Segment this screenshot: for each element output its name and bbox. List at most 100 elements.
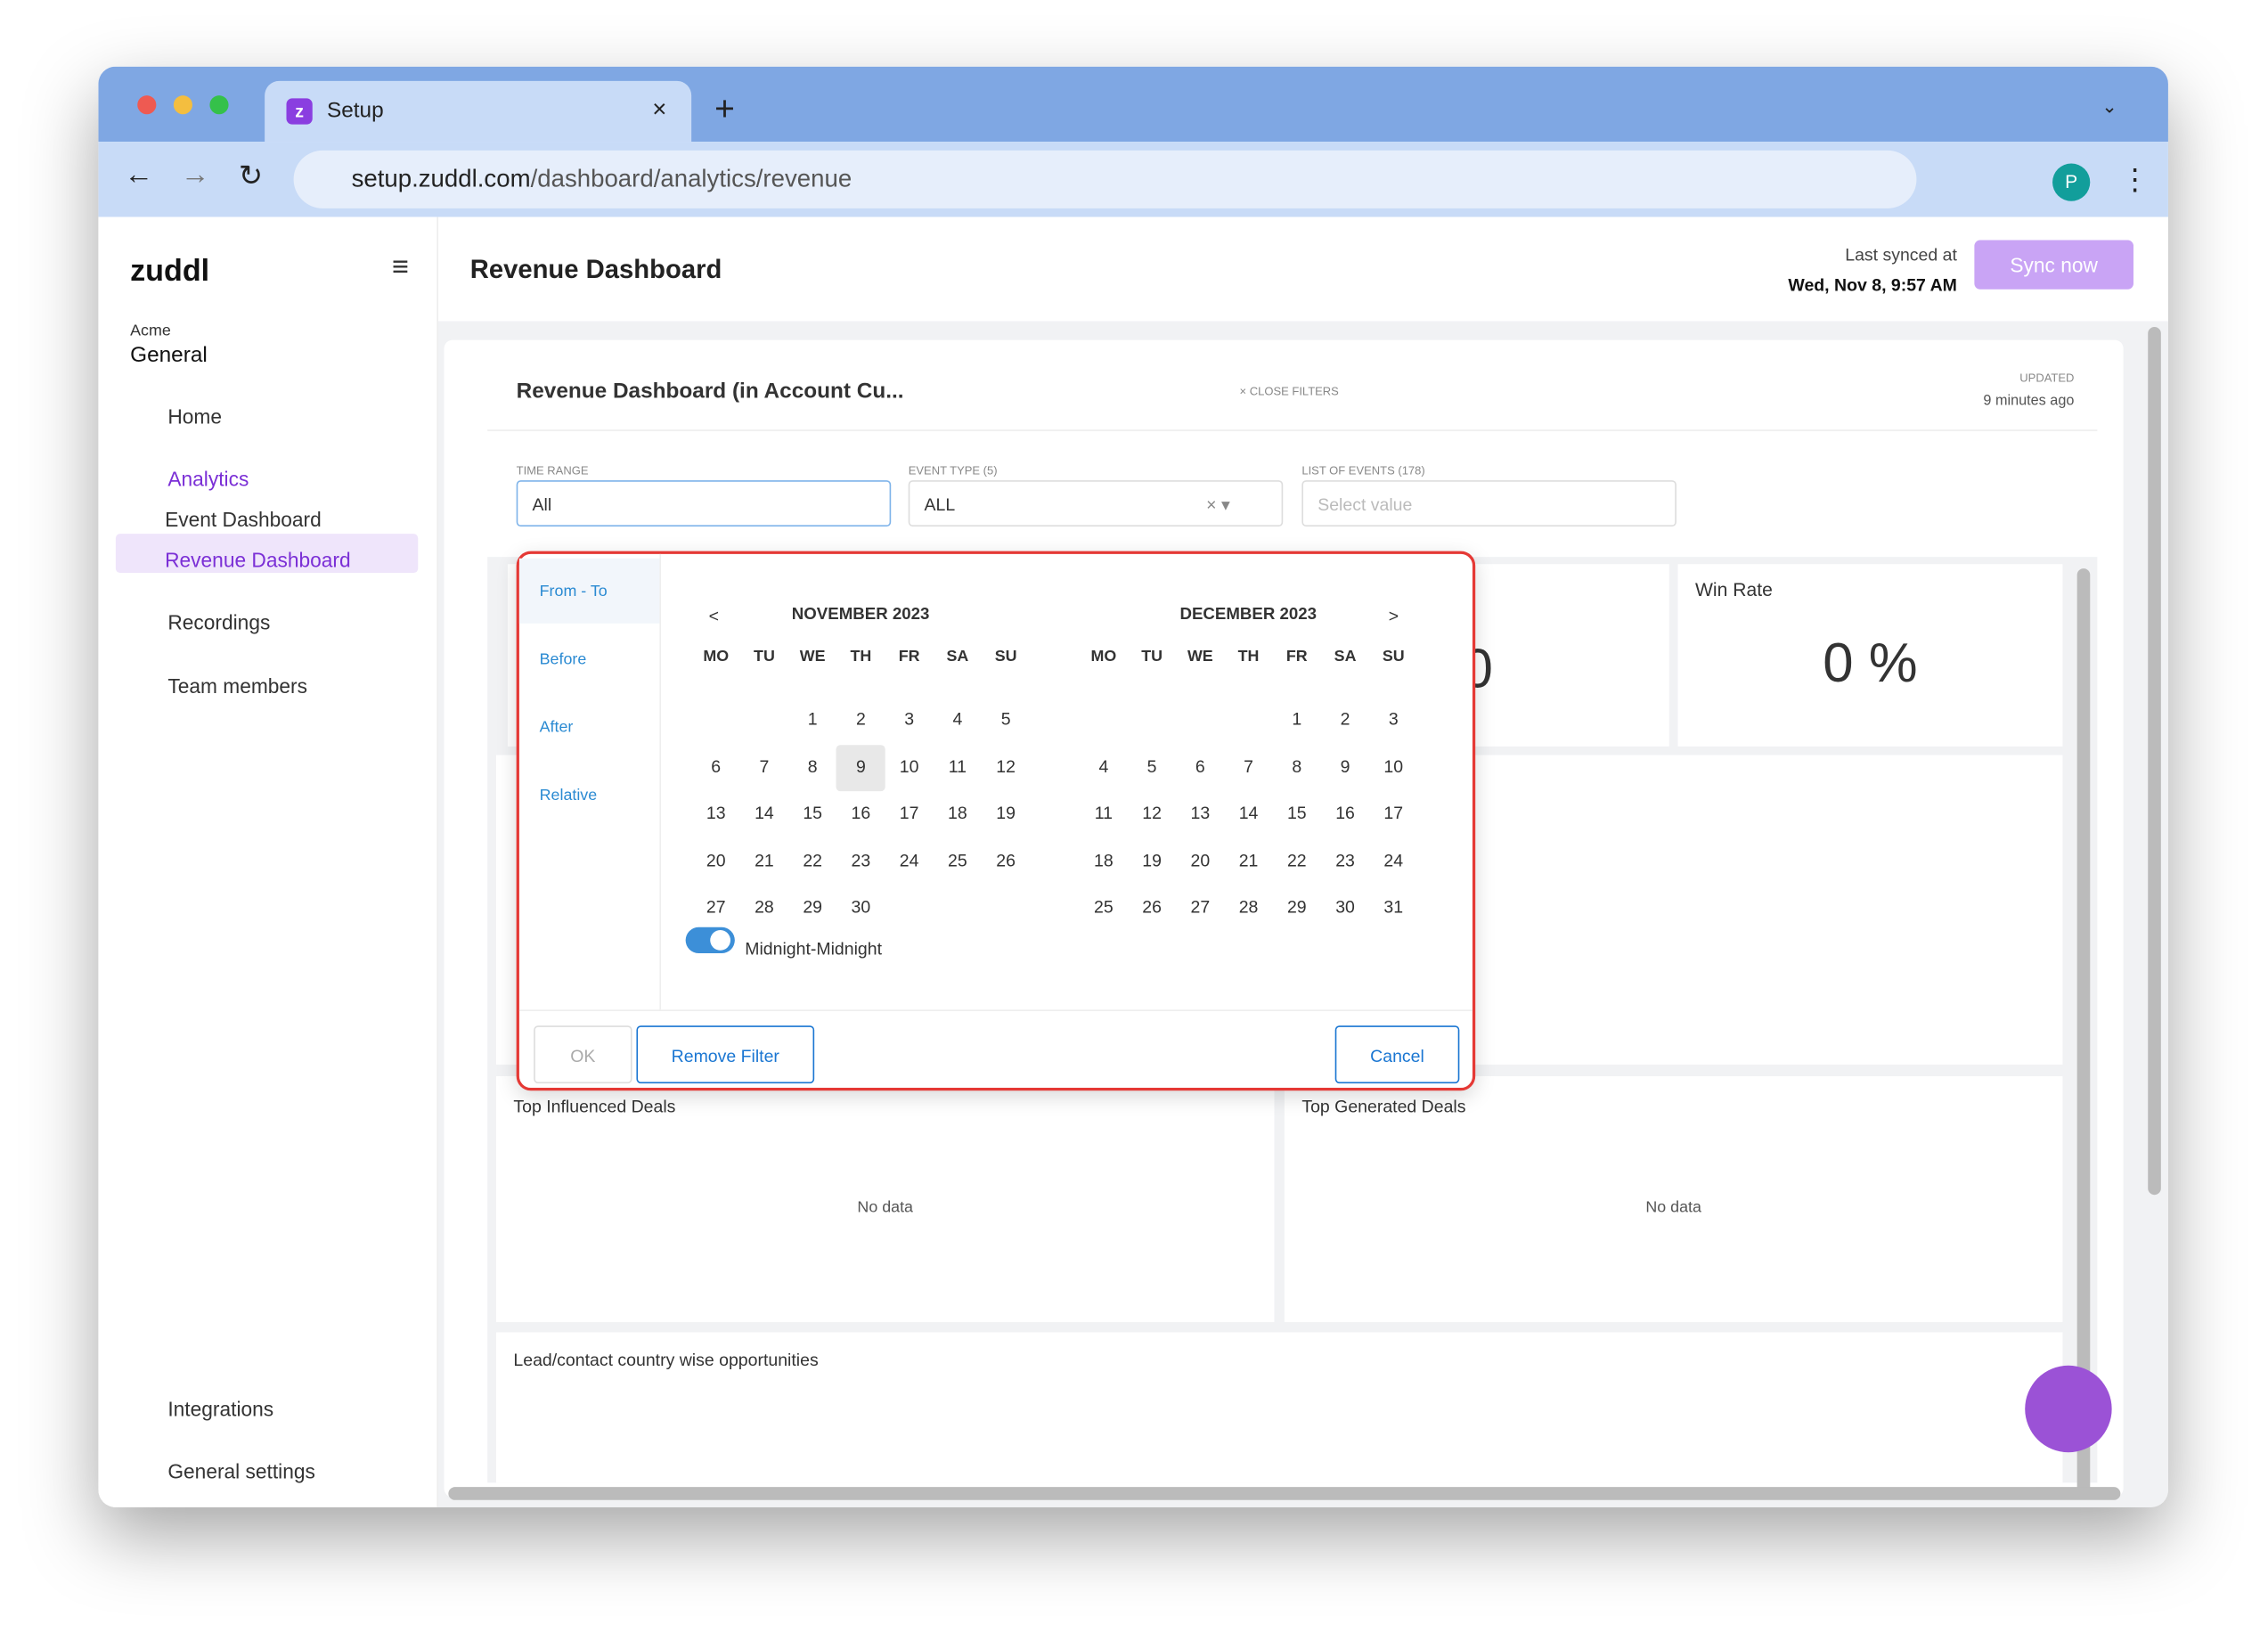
day[interactable]: 8 bbox=[1292, 755, 1302, 777]
day[interactable]: 10 bbox=[899, 755, 919, 777]
day[interactable]: 30 bbox=[1335, 896, 1355, 918]
day[interactable]: 19 bbox=[1142, 849, 1162, 870]
day[interactable]: 20 bbox=[1190, 849, 1211, 870]
next-month[interactable]: > bbox=[1388, 606, 1399, 627]
scrollbar[interactable] bbox=[2076, 568, 2091, 1495]
clear-icon[interactable]: × ▾ bbox=[1206, 494, 1230, 516]
day[interactable]: 18 bbox=[948, 803, 967, 823]
remove-filter-button[interactable]: Remove Filter bbox=[636, 1025, 815, 1084]
filter-input[interactable]: Select value bbox=[1301, 480, 1677, 527]
menu-icon[interactable]: ≡ bbox=[392, 251, 409, 284]
day[interactable]: 1 bbox=[1292, 708, 1302, 730]
day[interactable]: 11 bbox=[1094, 803, 1114, 823]
day[interactable]: 25 bbox=[948, 849, 967, 870]
nav-item[interactable]: Analytics bbox=[167, 467, 249, 491]
filter-input[interactable]: All bbox=[516, 480, 892, 527]
toggle[interactable] bbox=[685, 927, 735, 954]
day[interactable]: 19 bbox=[996, 803, 1016, 823]
browser-menu[interactable]: ⋮ bbox=[2120, 165, 2150, 197]
day[interactable]: 25 bbox=[1094, 896, 1114, 918]
day[interactable]: 4 bbox=[952, 708, 963, 730]
nav-item[interactable]: Home bbox=[167, 404, 223, 429]
max-dot[interactable] bbox=[209, 95, 229, 115]
day[interactable]: 16 bbox=[1335, 803, 1355, 823]
day[interactable]: 16 bbox=[851, 803, 871, 823]
day[interactable]: 26 bbox=[1142, 896, 1162, 918]
day[interactable]: 22 bbox=[803, 849, 823, 870]
day[interactable]: 11 bbox=[948, 755, 967, 777]
h-scrollbar[interactable] bbox=[448, 1487, 2121, 1500]
day[interactable]: 9 bbox=[1340, 755, 1350, 777]
day[interactable]: 17 bbox=[899, 803, 919, 823]
day[interactable]: 29 bbox=[1286, 896, 1307, 918]
day[interactable]: 2 bbox=[1340, 708, 1350, 730]
day[interactable]: 12 bbox=[1142, 803, 1162, 823]
day[interactable]: 20 bbox=[706, 849, 726, 870]
mode-option[interactable]: Relative bbox=[539, 787, 598, 804]
sync-button[interactable]: Sync now bbox=[1974, 240, 2133, 290]
avatar[interactable]: P bbox=[2052, 163, 2091, 201]
nav-item[interactable]: General settings bbox=[167, 1459, 315, 1483]
prev-month[interactable]: < bbox=[708, 606, 720, 627]
tab-close[interactable]: × bbox=[652, 95, 667, 124]
close-filters[interactable]: × CLOSE FILTERS bbox=[1239, 384, 1339, 398]
day[interactable]: 23 bbox=[1335, 849, 1355, 870]
day[interactable]: 3 bbox=[904, 708, 915, 730]
tab-menu[interactable]: ⌄ bbox=[2101, 95, 2117, 118]
day[interactable]: 21 bbox=[1238, 849, 1259, 870]
cancel-button[interactable]: Cancel bbox=[1334, 1025, 1460, 1084]
day[interactable]: 8 bbox=[807, 755, 818, 777]
day[interactable]: 12 bbox=[996, 755, 1016, 777]
day[interactable]: 6 bbox=[711, 755, 722, 777]
day[interactable]: 14 bbox=[1238, 803, 1259, 823]
day[interactable]: 18 bbox=[1094, 849, 1114, 870]
day[interactable]: 15 bbox=[803, 803, 823, 823]
page-scrollbar[interactable] bbox=[2148, 326, 2161, 1196]
day[interactable]: 13 bbox=[1190, 803, 1211, 823]
day[interactable]: 24 bbox=[899, 849, 919, 870]
mode-option[interactable]: After bbox=[539, 718, 574, 737]
mode-option[interactable]: Before bbox=[539, 650, 587, 669]
day[interactable]: 21 bbox=[755, 849, 774, 870]
day[interactable]: 28 bbox=[1238, 896, 1259, 918]
day[interactable]: 27 bbox=[1190, 896, 1211, 918]
nav-item[interactable]: Recordings bbox=[167, 610, 271, 634]
day[interactable]: 9 bbox=[855, 755, 866, 777]
day[interactable]: 5 bbox=[1146, 755, 1157, 777]
tab[interactable]: z Setup × bbox=[265, 80, 692, 143]
close-dot[interactable] bbox=[137, 95, 157, 115]
address-bar[interactable]: setup.zuddl.com/dashboard/analytics/reve… bbox=[293, 150, 1917, 208]
day[interactable]: 27 bbox=[706, 896, 726, 918]
day[interactable]: 2 bbox=[855, 708, 866, 730]
forward[interactable]: → bbox=[180, 159, 210, 192]
reload[interactable]: ↻ bbox=[238, 160, 264, 192]
nav-item[interactable]: Team members bbox=[167, 674, 307, 698]
day[interactable]: 29 bbox=[803, 896, 823, 918]
day[interactable]: 5 bbox=[1000, 708, 1011, 730]
back[interactable]: ← bbox=[124, 159, 154, 192]
min-dot[interactable] bbox=[173, 95, 192, 115]
nav-subitem[interactable]: Event Dashboard bbox=[165, 507, 322, 531]
new-tab[interactable]: + bbox=[714, 89, 735, 129]
day[interactable]: 4 bbox=[1098, 755, 1109, 777]
day[interactable]: 1 bbox=[807, 708, 818, 730]
day[interactable]: 30 bbox=[851, 896, 871, 918]
day[interactable]: 7 bbox=[759, 755, 770, 777]
day[interactable]: 6 bbox=[1195, 755, 1205, 777]
day[interactable]: 28 bbox=[755, 896, 774, 918]
day[interactable]: 15 bbox=[1286, 803, 1307, 823]
day[interactable]: 7 bbox=[1244, 755, 1254, 777]
chat-button[interactable] bbox=[2025, 1365, 2112, 1453]
day[interactable]: 13 bbox=[706, 803, 726, 823]
nav-subitem[interactable]: Revenue Dashboard bbox=[165, 548, 351, 572]
day[interactable]: 31 bbox=[1383, 896, 1404, 918]
day[interactable]: 24 bbox=[1383, 849, 1404, 870]
day[interactable]: 17 bbox=[1383, 803, 1404, 823]
org-name[interactable]: General bbox=[130, 342, 208, 368]
day[interactable]: 23 bbox=[851, 849, 871, 870]
nav-item[interactable]: Integrations bbox=[167, 1397, 274, 1421]
ok-button[interactable]: OK bbox=[534, 1025, 632, 1084]
day[interactable]: 3 bbox=[1388, 708, 1399, 730]
day[interactable]: 22 bbox=[1286, 849, 1307, 870]
day[interactable]: 10 bbox=[1383, 755, 1404, 777]
